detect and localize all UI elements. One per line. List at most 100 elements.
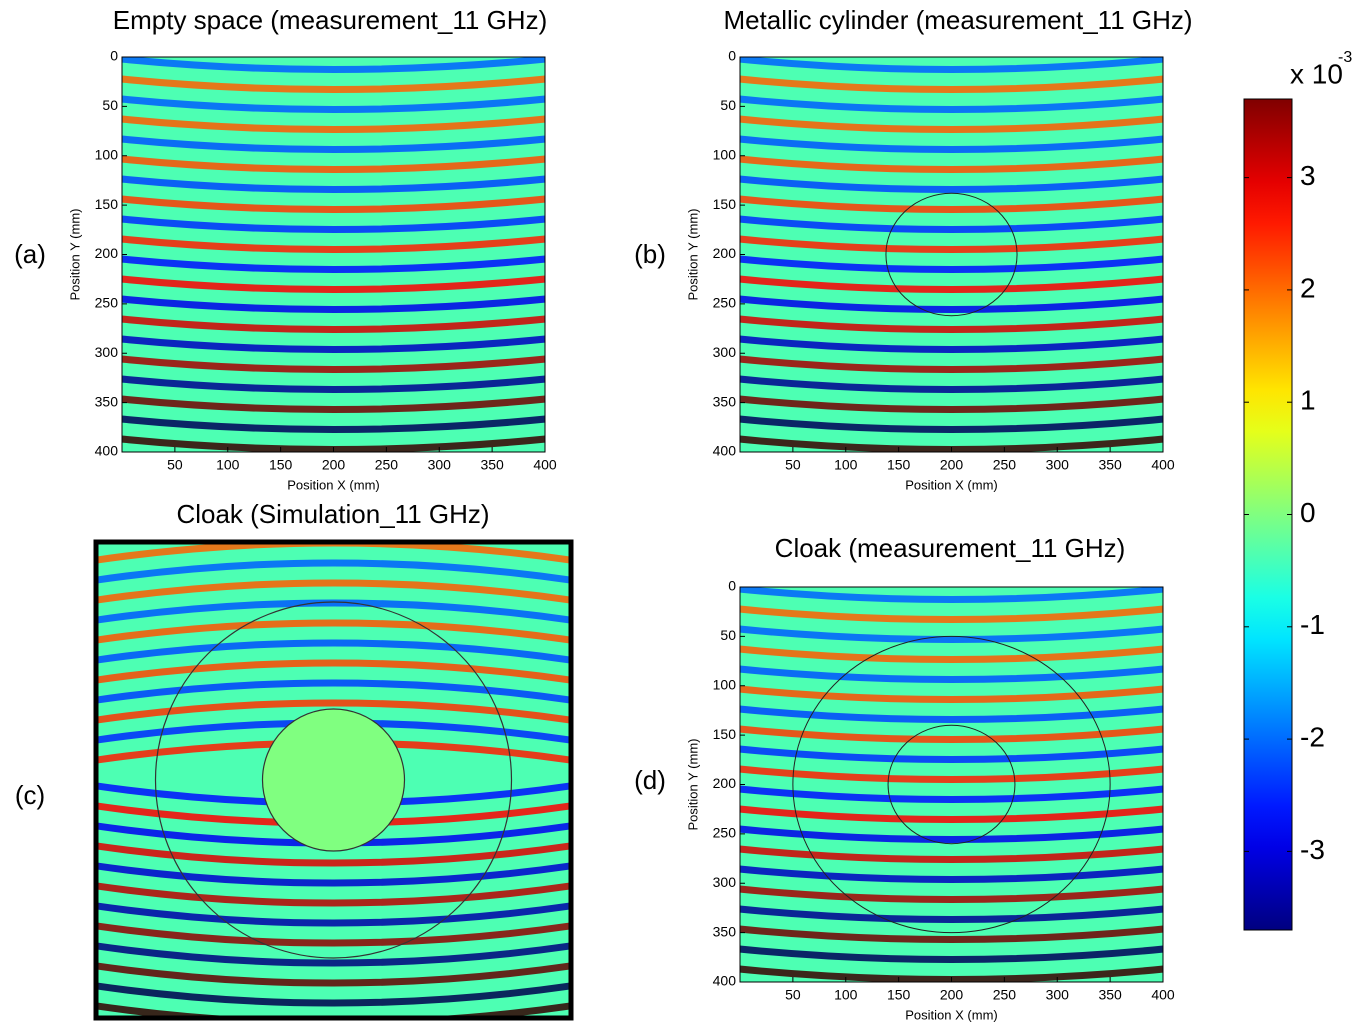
wave-band [97, 559, 570, 584]
y-tick-label: 150 [713, 726, 737, 742]
wave-band [97, 639, 570, 664]
wave-band [740, 865, 1163, 883]
colorbar-tick-label: -3 [1300, 834, 1325, 865]
y-tick-label: 200 [713, 775, 737, 791]
wave-band [740, 335, 1163, 353]
wave-band [740, 215, 1163, 233]
wave-band [122, 215, 545, 233]
wave-band [122, 75, 545, 93]
wave-band [97, 579, 570, 604]
boundary-circle [887, 724, 1016, 845]
wave-band [740, 195, 1163, 213]
wave-band [122, 295, 545, 313]
y-tick-label: 200 [95, 245, 119, 261]
y-tick-label: 150 [95, 196, 119, 212]
field-map [720, 567, 1183, 982]
x-tick-label: 300 [1046, 457, 1070, 473]
wave-band [97, 882, 570, 907]
wave-band [740, 705, 1163, 723]
x-tick-label: 350 [1098, 987, 1122, 1003]
x-tick-label: 250 [375, 457, 399, 473]
wave-band [740, 845, 1163, 863]
wave-band [97, 982, 570, 1007]
y-tick-label: 250 [95, 295, 119, 311]
wave-band [740, 375, 1163, 393]
inner-cloak [261, 708, 406, 852]
panel-label: (d) [634, 765, 666, 795]
x-axis-label: Position X (mm) [905, 477, 997, 492]
x-tick-label: 150 [887, 457, 911, 473]
y-tick-label: 100 [713, 676, 737, 692]
panel-title: Empty space (measurement_11 GHz) [113, 5, 547, 35]
colorbar-exponent: -3 [1338, 49, 1352, 66]
wave-band [97, 922, 570, 947]
x-tick-label: 200 [940, 987, 964, 1003]
wave-band [122, 235, 545, 253]
wave-band [740, 135, 1163, 153]
wave-band [740, 725, 1163, 743]
wave-band [740, 605, 1163, 623]
y-tick-label: 400 [713, 443, 737, 459]
wave-band [122, 195, 545, 213]
wave-band [122, 155, 545, 173]
wave-band [122, 115, 545, 133]
colorbar [1243, 98, 1293, 931]
x-tick-label: 200 [940, 457, 964, 473]
wave-band [740, 587, 1163, 603]
outer-cloak [154, 601, 513, 959]
wave-band [97, 902, 570, 927]
colorbar-label: x 10 [1290, 58, 1343, 89]
x-tick-label: 350 [480, 457, 504, 473]
y-tick-label: 150 [713, 196, 737, 212]
x-tick-label: 100 [216, 457, 240, 473]
colorbar-tick-label: 0 [1300, 497, 1316, 528]
wave-band [122, 175, 545, 193]
y-tick-label: 400 [713, 973, 737, 989]
panel-title: Metallic cylinder (measurement_11 GHz) [723, 5, 1192, 35]
wave-band [122, 415, 545, 433]
field-map [97, 543, 570, 1017]
y-tick-label: 50 [102, 97, 118, 113]
y-axis-label: Position Y (mm) [685, 209, 700, 301]
wave-band [740, 685, 1163, 703]
x-tick-label: 250 [993, 987, 1017, 1003]
wave-band [740, 665, 1163, 683]
wave-band [122, 275, 545, 293]
x-tick-label: 300 [1046, 987, 1070, 1003]
y-tick-label: 400 [95, 443, 119, 459]
x-tick-label: 200 [322, 457, 346, 473]
y-tick-label: 350 [713, 923, 737, 939]
y-tick-label: 300 [713, 874, 737, 890]
x-tick-label: 300 [428, 457, 452, 473]
panel-label: (b) [634, 239, 666, 269]
wave-band [122, 255, 545, 273]
wave-band [720, 37, 1183, 50]
y-tick-label: 350 [713, 393, 737, 409]
y-tick-label: 50 [720, 627, 736, 643]
wave-band [740, 155, 1163, 173]
boundary-circle [885, 192, 1018, 317]
colorbar-tick-label: 1 [1300, 385, 1316, 416]
wave-band [97, 842, 570, 867]
x-tick-label: 100 [834, 987, 858, 1003]
wave-band [102, 37, 565, 50]
wave-band [122, 135, 545, 153]
wave-band [740, 785, 1163, 803]
x-tick-label: 400 [533, 457, 557, 473]
colorbar-tick-label: 2 [1300, 272, 1316, 303]
y-axis-label: Position Y (mm) [67, 209, 82, 301]
y-tick-label: 50 [720, 97, 736, 113]
wave-band [740, 745, 1163, 763]
y-tick-label: 0 [728, 48, 736, 64]
colorbar-tick-label: -1 [1300, 609, 1325, 640]
y-tick-label: 200 [713, 245, 737, 261]
y-tick-label: 100 [95, 146, 119, 162]
wave-band [720, 567, 1183, 580]
wave-band [97, 1002, 570, 1017]
wave-band [122, 95, 545, 113]
x-tick-label: 150 [269, 457, 293, 473]
y-tick-label: 100 [713, 146, 737, 162]
x-tick-label: 100 [834, 457, 858, 473]
y-axis-label: Position Y (mm) [685, 739, 700, 831]
